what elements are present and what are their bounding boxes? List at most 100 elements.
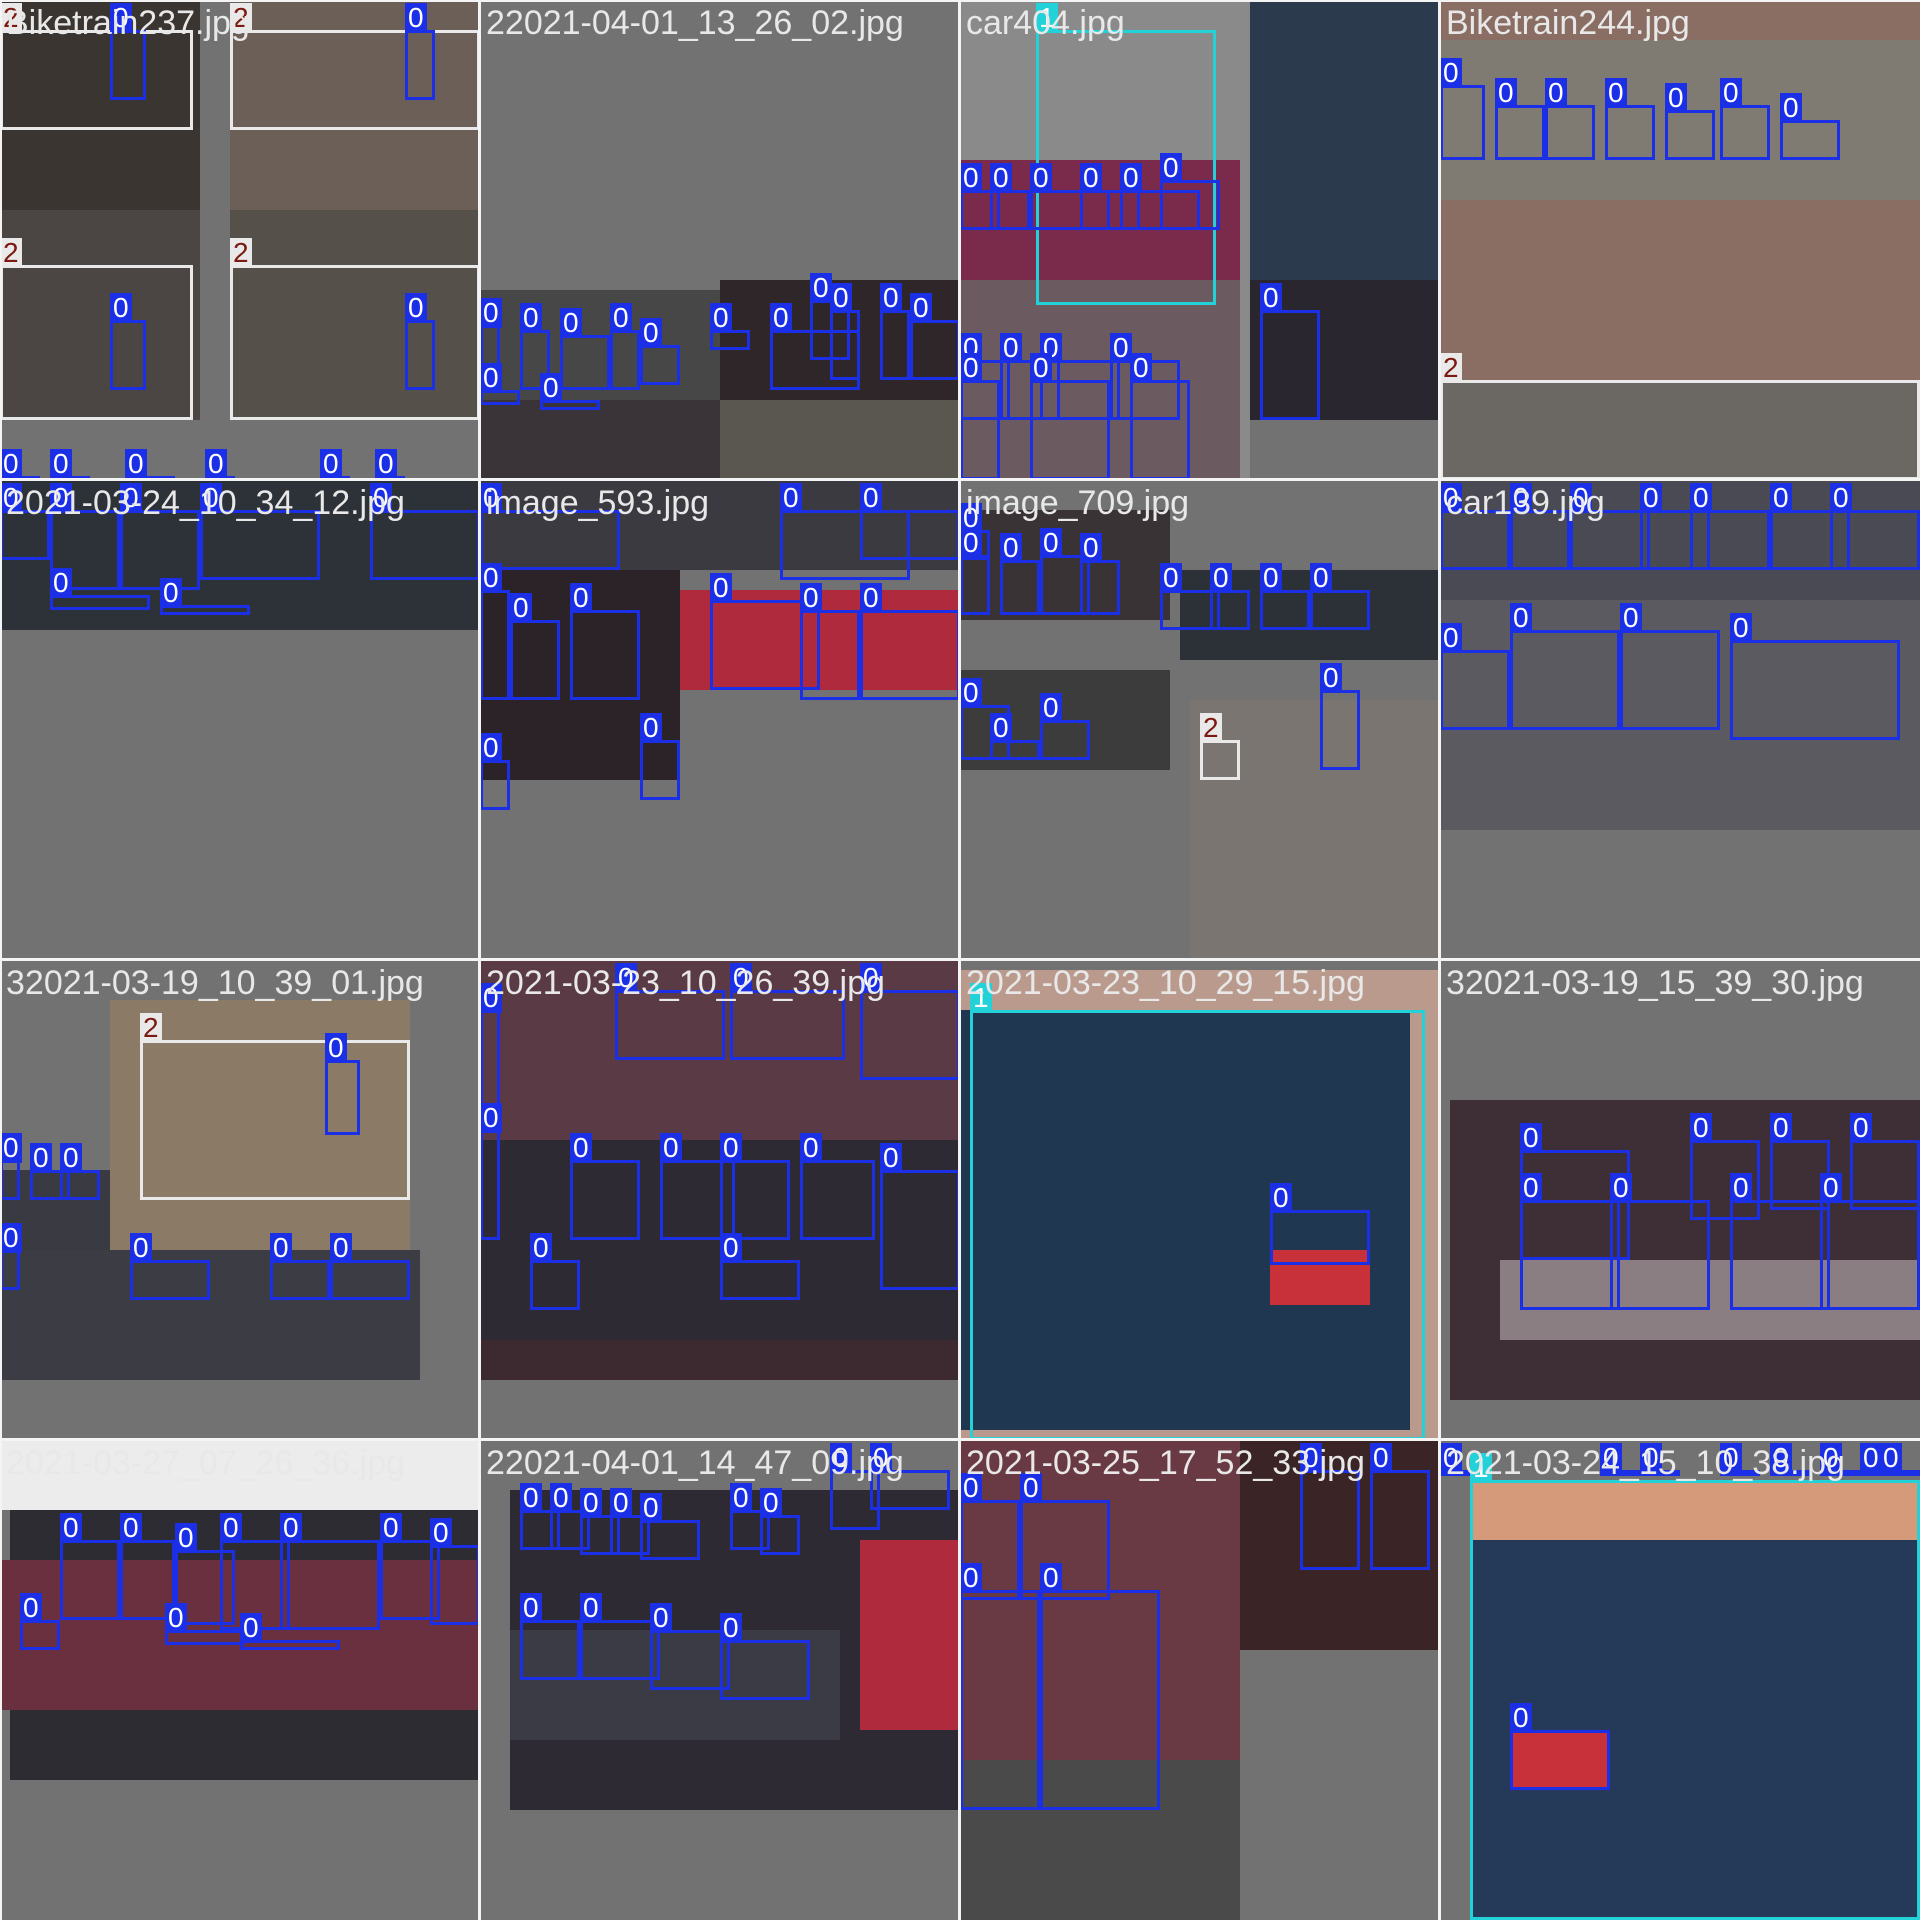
bounding-box-class-0: 0 xyxy=(280,1513,380,1630)
class-label: 0 xyxy=(110,3,132,33)
bounding-box-class-0: 0 xyxy=(1510,603,1620,730)
bounding-box-class-2: 2 xyxy=(140,1013,410,1200)
bounding-box-class-0: 0 xyxy=(1850,1113,1920,1210)
class-label: 0 xyxy=(1160,563,1182,593)
bounding-box-class-0: 0 xyxy=(430,1518,480,1625)
bounding-box-class-0: 0 xyxy=(830,283,860,380)
class-label: 2 xyxy=(140,1013,162,1043)
bounding-box-class-0: 0 xyxy=(1545,78,1595,160)
bounding-box-class-0: 0 xyxy=(1440,58,1485,160)
bounding-box-class-0: 0 xyxy=(720,1233,800,1300)
class-label: 0 xyxy=(880,1143,902,1173)
mosaic-tile: 2 0 0 0 0 0 0 0 0 32021-03-19_10_39_01.jpg xyxy=(0,960,480,1440)
bounding-box-class-0: 0 xyxy=(640,713,680,800)
class-label: 0 xyxy=(125,449,147,479)
class-label: 0 xyxy=(1300,1443,1322,1473)
bounding-box-class-0: 0 xyxy=(990,163,1030,230)
image-patch xyxy=(860,1540,960,1730)
bounding-box-class-0: 0 xyxy=(1605,78,1655,160)
image-patch xyxy=(960,1760,1240,1920)
class-label: 0 xyxy=(110,293,132,323)
class-label: 0 xyxy=(880,283,902,313)
mosaic-tile: 0 0 0 0 0 0 0 2021-03-24_10_34_12.jpg xyxy=(0,480,480,960)
bounding-box-class-0: 0 xyxy=(480,733,510,810)
bounding-box-class-0: 0 xyxy=(60,1143,100,1200)
image-patch xyxy=(960,510,1170,620)
mosaic-tile: 0 0 0 0 0 0 0 0 0 0 0 0 2021-03-23_10_26_39.jpg xyxy=(480,960,960,1440)
class-label: 0 xyxy=(1030,353,1052,383)
class-label: 0 xyxy=(1370,1443,1392,1473)
bounding-box-class-0: 0 xyxy=(1520,1173,1620,1310)
bounding-box-class-0: 0 xyxy=(1160,563,1220,630)
bounding-box-class-0: 0 xyxy=(1080,533,1120,615)
bounding-box-class-0: 0 xyxy=(720,1133,790,1240)
bounding-box-class-0: 0 xyxy=(1040,1563,1160,1810)
bounding-box-class-0: 0 xyxy=(780,483,910,580)
class-label: 0 xyxy=(1130,353,1152,383)
class-label: 0 xyxy=(640,318,662,348)
class-label: 0 xyxy=(0,449,22,479)
bounding-box-class-0: 0 xyxy=(1820,1443,1860,1476)
bounding-box-class-0: 0 xyxy=(520,1483,560,1550)
class-label: 0 xyxy=(650,1603,672,1633)
image-patch xyxy=(480,1340,960,1380)
image-filename: Biketrain237.jpg xyxy=(6,4,250,42)
mosaic-tile: 0 0 0 0 0 0 0 0 0 0 0 0 0 22021-04-01_14_47_09.jpg xyxy=(480,1440,960,1920)
class-label: 0 xyxy=(30,1143,52,1173)
class-label: 0 xyxy=(800,1133,822,1163)
class-label: 0 xyxy=(1040,693,1062,723)
bounding-box-class-0: 0 xyxy=(240,1613,340,1650)
bounding-box-class-0: 0 xyxy=(560,308,610,390)
bounding-box-class-0: 0 xyxy=(270,1233,330,1300)
image-patch xyxy=(1510,1730,1610,1790)
mosaic-tile: 2 0 2 0 2 0 2 0 0 0 0 0 0 0 Biketrain237.jpg xyxy=(0,0,480,480)
class-label: 0 xyxy=(480,1103,502,1133)
class-label: 0 xyxy=(800,583,822,613)
bounding-box-class-0: 0 xyxy=(1440,1443,1480,1476)
bounding-box-class-0: 0 xyxy=(30,1143,70,1200)
image-patch xyxy=(1250,280,1440,420)
class-label: 0 xyxy=(770,303,792,333)
bounding-box-class-0: 0 xyxy=(1690,483,1770,570)
bounding-box-class-0: 0 xyxy=(0,1133,22,1200)
mosaic-tile: 0 0 0 0 0 0 0 2 Biketrain244.jpg xyxy=(1440,0,1920,480)
class-label: 0 xyxy=(0,1133,22,1163)
image-filename: 32021-03-19_10_39_01.jpg xyxy=(6,964,424,1002)
class-label: 0 xyxy=(1690,483,1712,513)
class-label: 0 xyxy=(1210,563,1232,593)
bounding-box-class-0: 0 xyxy=(1770,1443,1810,1476)
bounding-box-class-0: 0 xyxy=(960,528,990,615)
image-filename: 2021-03-27_07_26_36.jpg xyxy=(6,1444,405,1482)
class-label: 0 xyxy=(1620,603,1642,633)
class-label: 0 xyxy=(1080,533,1102,563)
image-patch xyxy=(1440,600,1920,830)
tile-divider xyxy=(1438,0,1441,1920)
class-label: 0 xyxy=(1610,1173,1632,1203)
class-label: 0 xyxy=(60,1513,82,1543)
class-label: 0 xyxy=(50,483,72,513)
class-label: 0 xyxy=(1020,1473,1042,1503)
image-patch xyxy=(0,1440,480,1510)
class-label: 0 xyxy=(1545,78,1567,108)
bounding-box-class-0: 0 xyxy=(130,1233,210,1300)
bounding-box-class-0: 0 xyxy=(1880,1443,1920,1476)
class-label: 0 xyxy=(480,563,502,593)
bounding-box-class-0: 0 xyxy=(50,483,120,590)
bounding-box-class-0: 0 xyxy=(1080,163,1140,230)
class-label: 0 xyxy=(1440,1443,1462,1473)
bounding-box-class-0: 0 xyxy=(1570,483,1650,570)
class-label: 0 xyxy=(480,298,502,328)
class-label: 0 xyxy=(370,483,392,513)
class-label: 0 xyxy=(1880,1443,1902,1473)
bounding-box-class-0: 0 xyxy=(1820,1173,1920,1310)
class-label: 0 xyxy=(380,1513,402,1543)
class-label: 0 xyxy=(910,293,932,323)
image-filename: image_709.jpg xyxy=(966,484,1190,522)
class-label: 0 xyxy=(320,449,342,479)
bounding-box-class-0: 0 xyxy=(710,303,750,350)
class-label: 0 xyxy=(120,1513,142,1543)
image-filename: Biketrain244.jpg xyxy=(1446,4,1690,42)
class-label: 0 xyxy=(1640,1443,1662,1473)
class-label: 0 xyxy=(1310,563,1332,593)
